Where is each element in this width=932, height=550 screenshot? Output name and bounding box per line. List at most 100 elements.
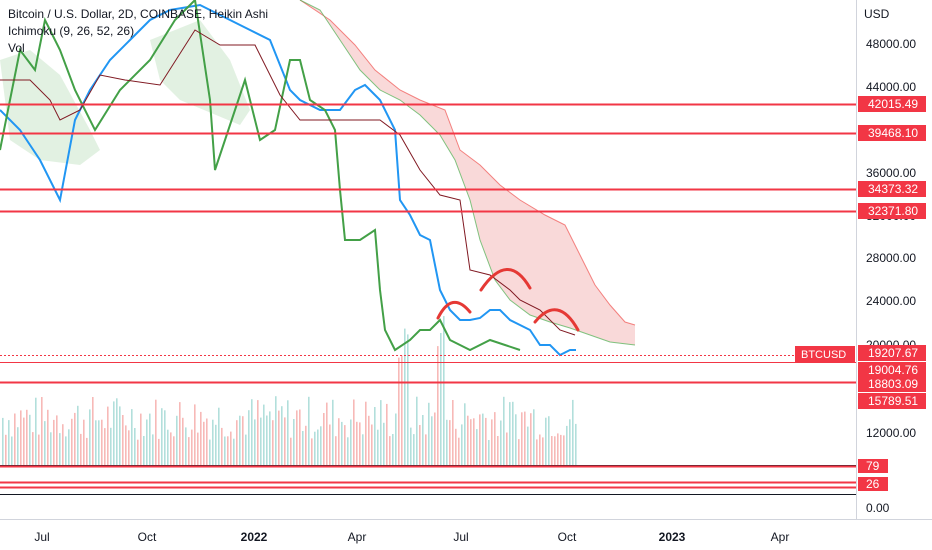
volume-bar bbox=[455, 428, 457, 465]
price-level-tag[interactable] bbox=[858, 125, 926, 141]
annotation-arc-left-shoulder[interactable] bbox=[436, 301, 472, 320]
volume-bar bbox=[266, 415, 268, 465]
price-level-tag-label: 34373.32 bbox=[868, 182, 918, 196]
volume-bar bbox=[479, 414, 481, 465]
volume-bar bbox=[146, 419, 148, 465]
annotation-arc-right-shoulder[interactable] bbox=[533, 308, 580, 332]
volume-bar bbox=[533, 409, 535, 465]
annotation-arc-head[interactable] bbox=[479, 268, 532, 292]
lower-pane-tag[interactable] bbox=[858, 477, 888, 491]
volume-bar bbox=[95, 420, 97, 465]
volume-bar bbox=[530, 413, 532, 465]
volume-bar bbox=[77, 405, 79, 465]
volume-bar bbox=[65, 436, 67, 465]
volume-bar bbox=[482, 413, 484, 465]
volume-bar bbox=[527, 426, 529, 465]
volume-bar bbox=[539, 434, 541, 465]
price-level-tag[interactable] bbox=[858, 393, 926, 409]
volume-bar bbox=[110, 427, 112, 465]
volume-bar bbox=[548, 416, 550, 465]
volume-bar bbox=[200, 411, 202, 465]
volume-bar bbox=[98, 420, 100, 465]
volume-bar bbox=[212, 419, 214, 465]
volume-bar bbox=[317, 429, 319, 465]
volume-bar bbox=[506, 432, 508, 465]
volume-bar bbox=[311, 438, 313, 465]
time-tick-label: 2023 bbox=[659, 530, 686, 544]
volume-bar bbox=[263, 404, 265, 465]
lower-pane-zero-label: 0.00 bbox=[866, 501, 890, 515]
price-level-tag-label: 39468.10 bbox=[868, 126, 918, 140]
legend-symbol-title[interactable]: Bitcoin / U.S. Dollar, 2D, COINBASE, Hei… bbox=[8, 7, 269, 21]
volume-bar bbox=[341, 421, 343, 465]
chart-legend: Bitcoin / U.S. Dollar, 2D, COINBASE, Hei… bbox=[8, 6, 268, 57]
volume-bar bbox=[44, 421, 46, 465]
time-tick-label: Jul bbox=[34, 530, 49, 544]
legend-volume[interactable]: Vol bbox=[8, 41, 25, 55]
ichimoku-conversion-line bbox=[0, 3, 576, 357]
volume-bar bbox=[8, 420, 10, 465]
volume-bar bbox=[116, 398, 118, 465]
volume-bar bbox=[62, 424, 64, 465]
price-level-tag[interactable] bbox=[858, 203, 926, 219]
volume-bar bbox=[569, 419, 571, 465]
volume-bar bbox=[416, 396, 418, 465]
volume-bar bbox=[14, 413, 16, 465]
volume-bar bbox=[254, 419, 256, 465]
volume-bar bbox=[296, 410, 298, 465]
volume-bar bbox=[2, 417, 4, 465]
volume-bar bbox=[449, 420, 451, 465]
price-level-tag[interactable] bbox=[858, 96, 926, 112]
volume-bar bbox=[17, 427, 19, 465]
volume-bar bbox=[101, 419, 103, 465]
volume-bar bbox=[407, 334, 409, 465]
price-tick-label: 28000.00 bbox=[866, 251, 916, 265]
ticker-tag-label: BTCUSD bbox=[801, 349, 846, 361]
volume-bar bbox=[509, 402, 511, 465]
lower-pane-tag[interactable] bbox=[858, 459, 888, 473]
volume-bar bbox=[476, 429, 478, 465]
price-level-tag-label: 42015.49 bbox=[868, 97, 918, 111]
cloud-leading-span-b bbox=[299, 0, 636, 326]
volume-bar bbox=[125, 425, 127, 465]
current-price-tag[interactable] bbox=[858, 345, 926, 361]
legend-ichimoku[interactable]: Ichimoku (9, 26, 52, 26) bbox=[8, 24, 135, 38]
price-level-tag-label: 19004.76 bbox=[868, 363, 918, 377]
volume-bar bbox=[293, 419, 295, 465]
volume-bar bbox=[374, 407, 376, 465]
volume-bar bbox=[350, 419, 352, 465]
price-level-tag-label: 32371.80 bbox=[868, 204, 918, 218]
volume-bar bbox=[143, 436, 145, 465]
volume-bar bbox=[38, 434, 40, 465]
volume-bar bbox=[287, 400, 289, 465]
volume-bar bbox=[362, 434, 364, 465]
ticker-tag[interactable] bbox=[795, 346, 855, 362]
volume-bar bbox=[248, 410, 250, 465]
volume-bar bbox=[182, 417, 184, 465]
volume-bar bbox=[269, 411, 271, 465]
volume-bar bbox=[419, 425, 421, 465]
price-level-tag[interactable] bbox=[858, 181, 926, 197]
volume-bar bbox=[368, 415, 370, 465]
volume-bar bbox=[563, 435, 565, 465]
volume-bar bbox=[305, 425, 307, 465]
ichimoku-cloud-bullish-2 bbox=[150, 20, 250, 125]
volume-bar bbox=[344, 425, 346, 465]
volume-bar bbox=[245, 434, 247, 465]
volume-bar bbox=[209, 439, 211, 465]
volume-bar bbox=[554, 436, 556, 465]
volume-bar bbox=[347, 437, 349, 465]
volume-bar bbox=[338, 418, 340, 465]
volume-bar bbox=[308, 396, 310, 465]
ichimoku-cloud-bearish bbox=[300, 0, 635, 345]
volume-bar bbox=[557, 433, 559, 465]
lower-pane-tag-label: 26 bbox=[866, 477, 880, 491]
volume-bar bbox=[206, 418, 208, 465]
price-level-tag[interactable] bbox=[858, 376, 926, 392]
volume-bar bbox=[461, 424, 463, 465]
volume-bar bbox=[440, 333, 442, 465]
time-tick-label: Apr bbox=[771, 530, 790, 544]
price-level-tag[interactable] bbox=[858, 362, 926, 378]
